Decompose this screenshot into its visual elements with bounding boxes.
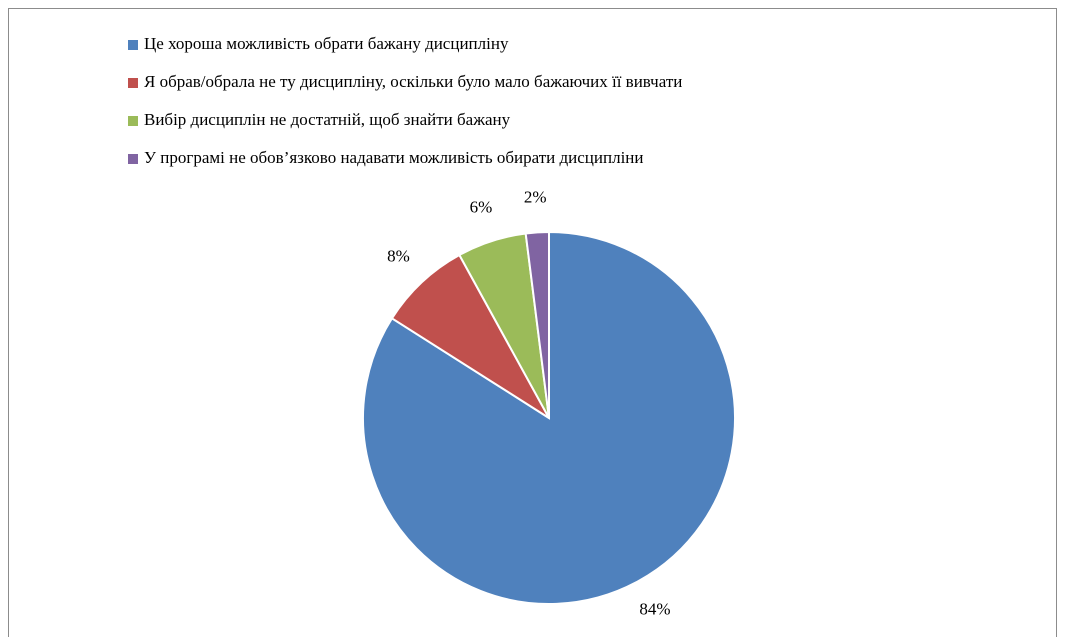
legend-swatch — [128, 40, 138, 50]
legend-swatch — [128, 78, 138, 88]
legend-label: У програмі не обов’язково надавати можли… — [144, 148, 643, 167]
data-label: 6% — [470, 198, 493, 217]
legend-label: Це хороша можливість обрати бажану дисци… — [144, 34, 509, 53]
legend-swatch — [128, 116, 138, 126]
legend-label: Я обрав/обрала не ту дисципліну, оскільк… — [144, 72, 682, 91]
pie-slice — [524, 230, 550, 419]
legend-swatch — [128, 154, 138, 164]
data-label: 8% — [387, 247, 410, 266]
data-label: 84% — [639, 600, 670, 619]
data-label: 2% — [524, 187, 547, 206]
pie-slice — [390, 253, 550, 419]
legend-label: Вибір дисциплін не достатній, щоб знайти… — [144, 110, 511, 129]
